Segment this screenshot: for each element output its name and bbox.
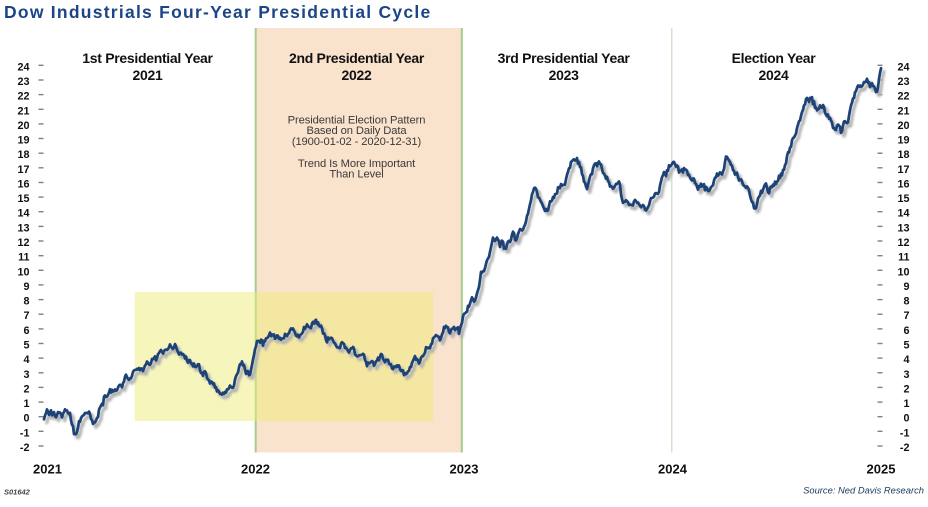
svg-text:24: 24 — [897, 61, 909, 73]
svg-text:2021: 2021 — [133, 67, 163, 83]
svg-text:6: 6 — [903, 325, 909, 337]
svg-text:2025: 2025 — [867, 462, 896, 477]
svg-text:5: 5 — [903, 340, 909, 352]
svg-text:7: 7 — [23, 310, 29, 322]
svg-text:1st Presidential Year: 1st Presidential Year — [82, 50, 213, 66]
svg-text:16: 16 — [897, 179, 909, 191]
svg-text:10: 10 — [17, 266, 29, 278]
svg-text:12: 12 — [17, 237, 29, 249]
svg-text:Than Level: Than Level — [329, 169, 383, 181]
svg-text:20: 20 — [897, 120, 909, 132]
svg-text:1: 1 — [23, 398, 29, 410]
svg-text:2nd Presidential Year: 2nd Presidential Year — [289, 50, 425, 66]
svg-text:21: 21 — [897, 105, 909, 117]
svg-text:Trend Is More Important: Trend Is More Important — [298, 158, 416, 170]
svg-text:9: 9 — [903, 281, 909, 293]
svg-text:2: 2 — [23, 383, 29, 395]
svg-text:Presidential Election Pattern: Presidential Election Pattern — [288, 115, 426, 127]
svg-text:19: 19 — [17, 135, 29, 147]
svg-text:12: 12 — [897, 237, 909, 249]
svg-text:24: 24 — [17, 61, 29, 73]
svg-text:-1: -1 — [20, 427, 30, 439]
svg-text:21: 21 — [17, 105, 29, 117]
svg-text:23: 23 — [897, 76, 909, 88]
svg-text:2024: 2024 — [658, 462, 688, 477]
svg-text:Election Year: Election Year — [732, 50, 817, 66]
svg-text:Dow Industrials Four-Year Pres: Dow Industrials Four-Year Presidential C… — [4, 2, 431, 22]
svg-text:1: 1 — [903, 398, 909, 410]
svg-text:15: 15 — [897, 193, 909, 205]
svg-text:3: 3 — [23, 369, 29, 381]
svg-text:2022: 2022 — [241, 462, 270, 477]
svg-text:S01642: S01642 — [4, 488, 31, 497]
svg-text:(1900-01-02 - 2020-12-31): (1900-01-02 - 2020-12-31) — [292, 136, 422, 148]
svg-text:4: 4 — [23, 354, 29, 366]
svg-text:4: 4 — [903, 354, 909, 366]
svg-text:-2: -2 — [900, 442, 910, 454]
svg-text:18: 18 — [17, 149, 29, 161]
svg-text:6: 6 — [23, 325, 29, 337]
svg-text:3: 3 — [903, 369, 909, 381]
svg-text:Source: Ned Davis Research: Source: Ned Davis Research — [803, 485, 924, 496]
svg-text:2024: 2024 — [759, 67, 789, 83]
svg-text:-2: -2 — [20, 442, 30, 454]
svg-text:18: 18 — [897, 149, 909, 161]
svg-text:0: 0 — [903, 413, 909, 425]
svg-text:16: 16 — [17, 179, 29, 191]
svg-text:Based on Daily Data: Based on Daily Data — [306, 125, 407, 137]
svg-text:13: 13 — [17, 222, 29, 234]
svg-text:14: 14 — [17, 208, 29, 220]
svg-text:5: 5 — [23, 340, 29, 352]
svg-text:14: 14 — [897, 208, 909, 220]
svg-text:2022: 2022 — [342, 67, 372, 83]
svg-text:22: 22 — [897, 91, 909, 103]
svg-text:8: 8 — [903, 296, 909, 308]
svg-text:0: 0 — [23, 413, 29, 425]
svg-text:22: 22 — [17, 91, 29, 103]
svg-text:10: 10 — [897, 266, 909, 278]
svg-text:13: 13 — [897, 222, 909, 234]
svg-text:2: 2 — [903, 383, 909, 395]
svg-text:17: 17 — [897, 164, 909, 176]
svg-text:-1: -1 — [900, 427, 910, 439]
svg-text:11: 11 — [898, 252, 909, 264]
svg-text:19: 19 — [897, 135, 909, 147]
svg-text:17: 17 — [17, 164, 29, 176]
svg-text:23: 23 — [17, 76, 29, 88]
svg-text:11: 11 — [18, 252, 29, 264]
svg-text:2023: 2023 — [549, 67, 579, 83]
svg-text:3rd Presidential Year: 3rd Presidential Year — [498, 50, 631, 66]
svg-text:20: 20 — [17, 120, 29, 132]
svg-text:8: 8 — [23, 296, 29, 308]
svg-text:2021: 2021 — [33, 462, 62, 477]
svg-text:2023: 2023 — [450, 462, 479, 477]
svg-text:9: 9 — [23, 281, 29, 293]
svg-text:7: 7 — [903, 310, 909, 322]
svg-text:15: 15 — [17, 193, 29, 205]
